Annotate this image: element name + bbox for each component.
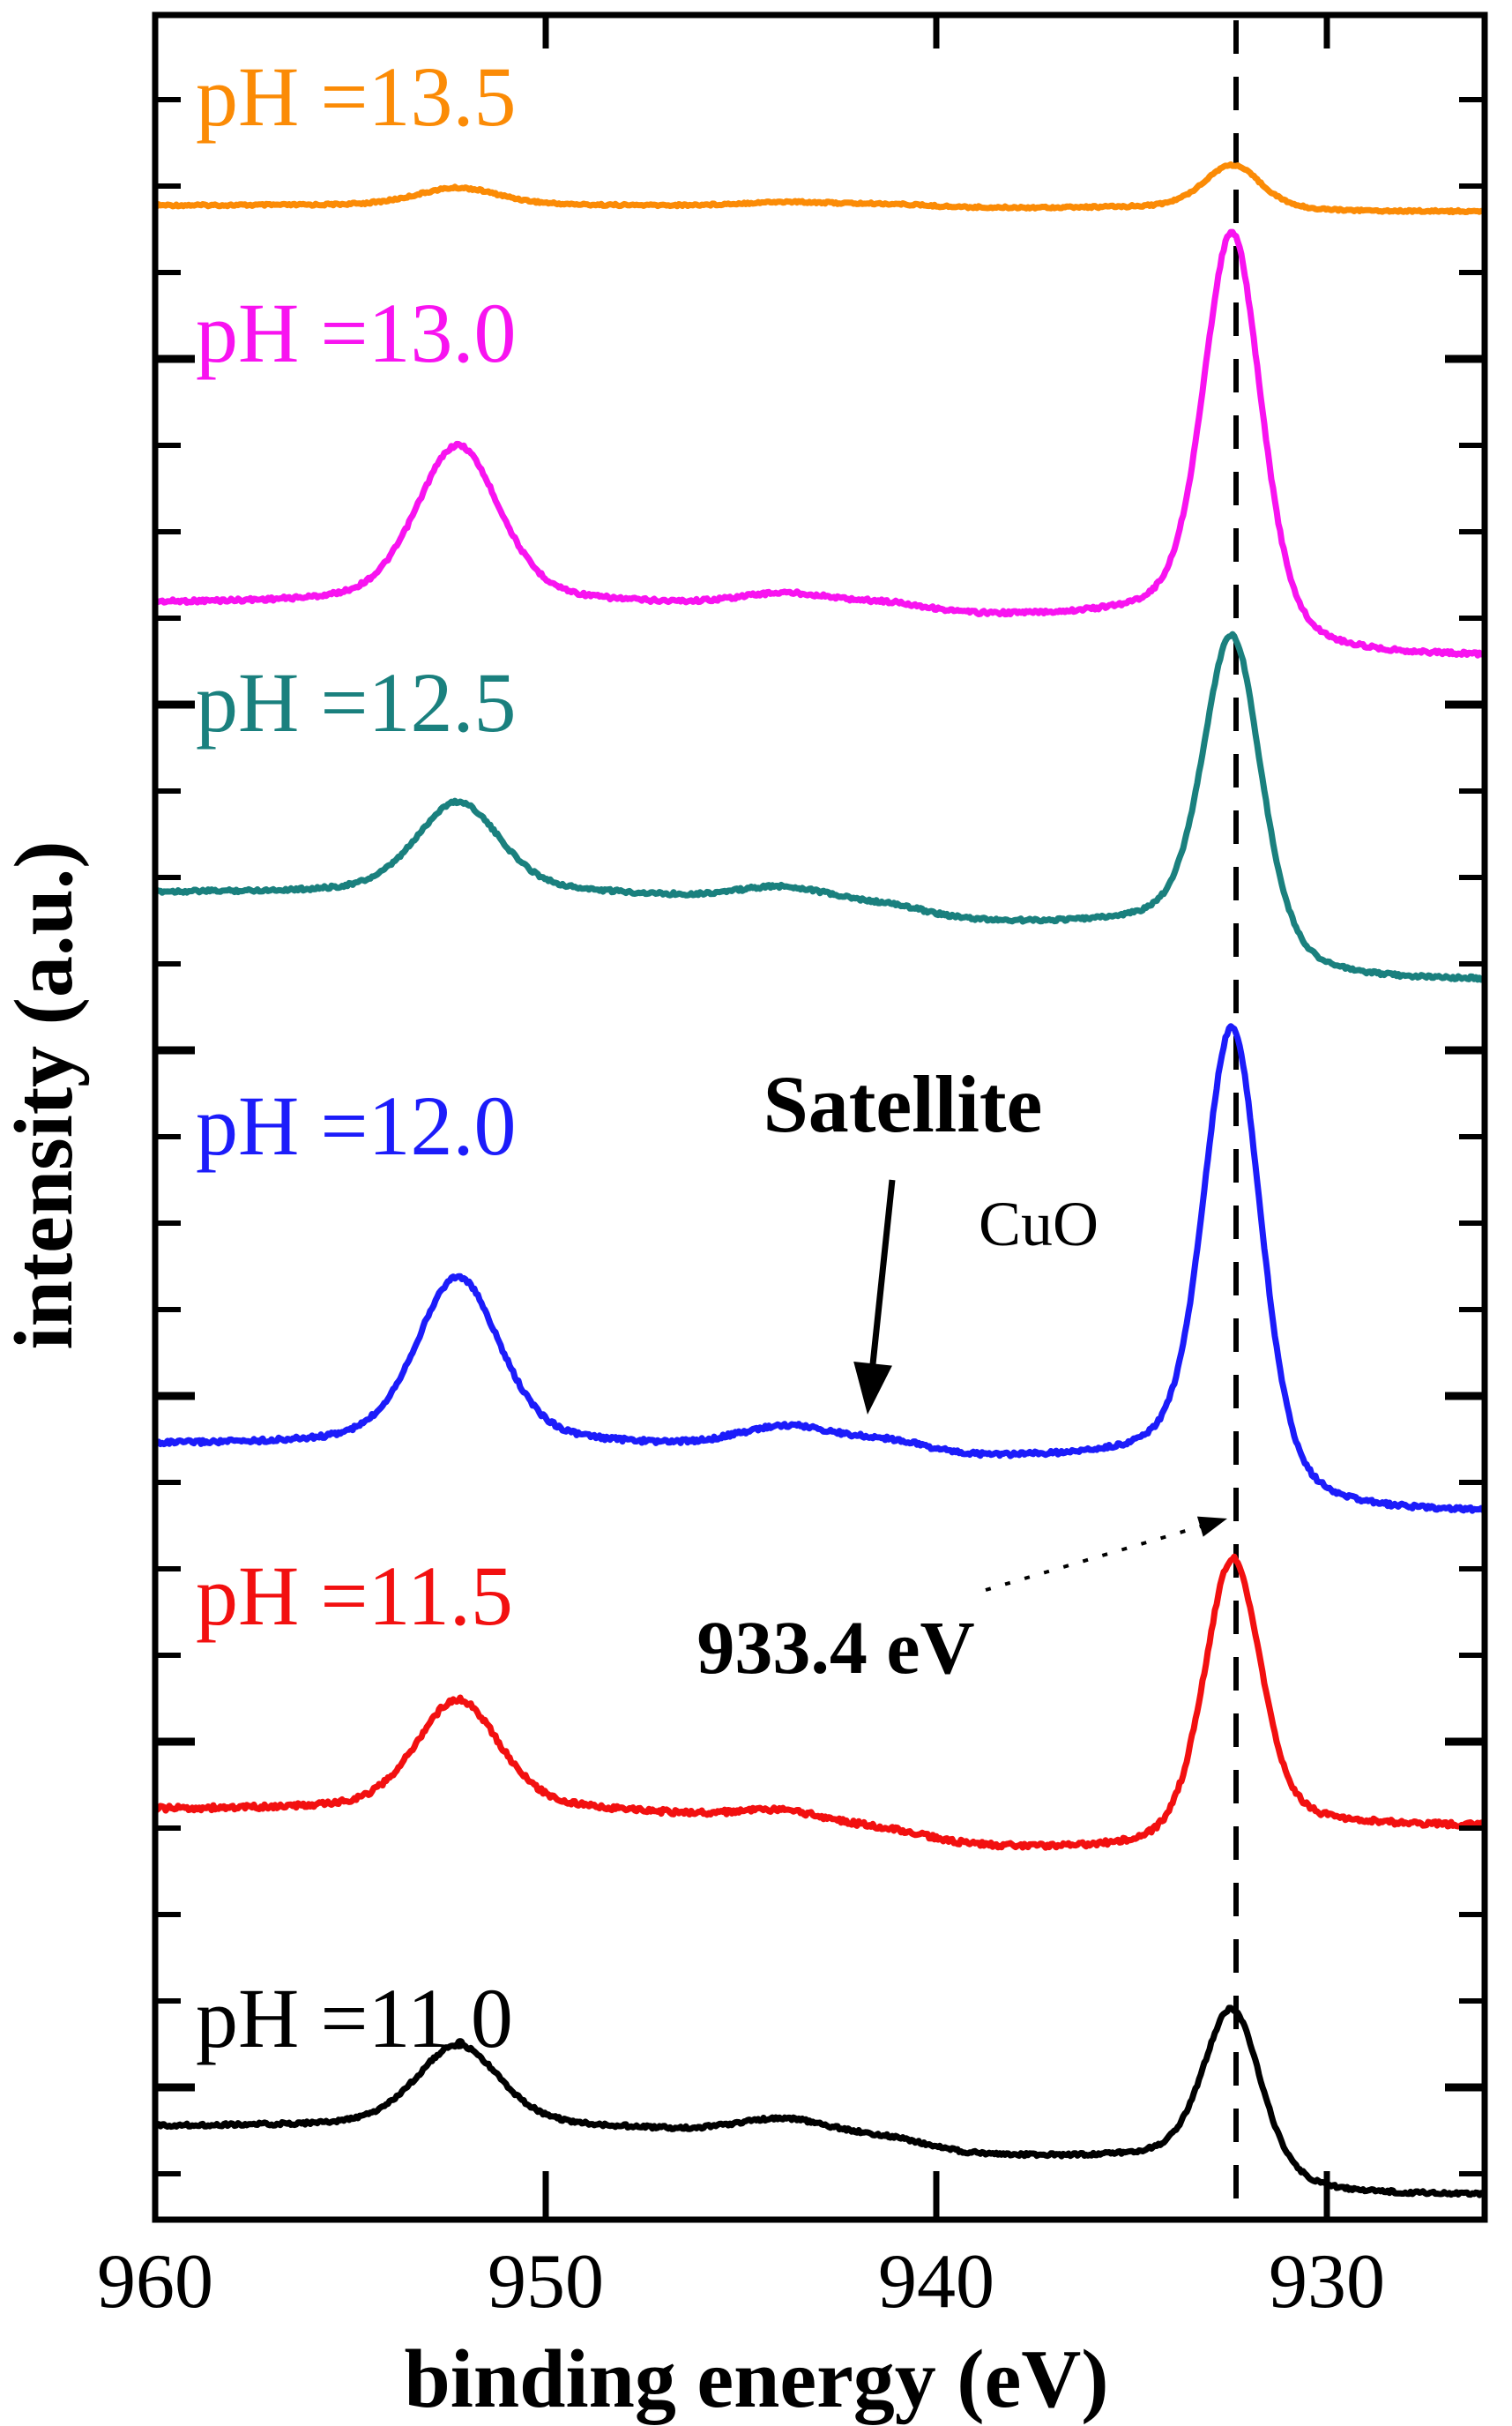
cuo-label: CuO [978,1189,1099,1259]
x-axis-title: binding energy (eV) [404,2333,1109,2425]
x-tick-label-940: 940 [878,2239,994,2325]
ph-label-12.0: pH =12.0 [196,1079,517,1173]
spectrum-curve-ph-11 [158,2004,1482,2198]
ph-label-12.5: pH =12.5 [196,655,517,750]
plot-frame [152,11,1488,2223]
ph-label-13.5: pH =13.5 [196,49,517,144]
spectrum-curve-ph-13 [158,228,1482,659]
spectrum-curve-ph-11.5 [158,1553,1482,1851]
satellite-arrow-line [869,1179,896,1368]
x-tick-label-950: 950 [488,2239,604,2325]
spectrum-curve-ph-13.5 [158,161,1482,215]
ph-label-13.0: pH =13.0 [196,286,517,380]
spectrum-curve-ph-12.5 [158,631,1482,983]
spectrum-curve-ph-12 [158,1023,1482,1514]
x-tick-label-930: 930 [1269,2239,1385,2325]
peak-energy-label: 933.4 eV [696,1605,975,1690]
x-tick-label-960: 960 [97,2239,213,2325]
peak-position-arrow-line [985,1524,1204,1592]
satellite-label: Satellite [763,1059,1043,1149]
peak-position-arrow-head [1196,1516,1227,1537]
ph-label-11.0: pH =11.0 [196,1971,513,2065]
ph-label-11.5: pH =11.5 [196,1549,513,1643]
satellite-arrow-head [853,1362,892,1415]
y-axis-title: intensity (a.u.) [0,840,90,1350]
